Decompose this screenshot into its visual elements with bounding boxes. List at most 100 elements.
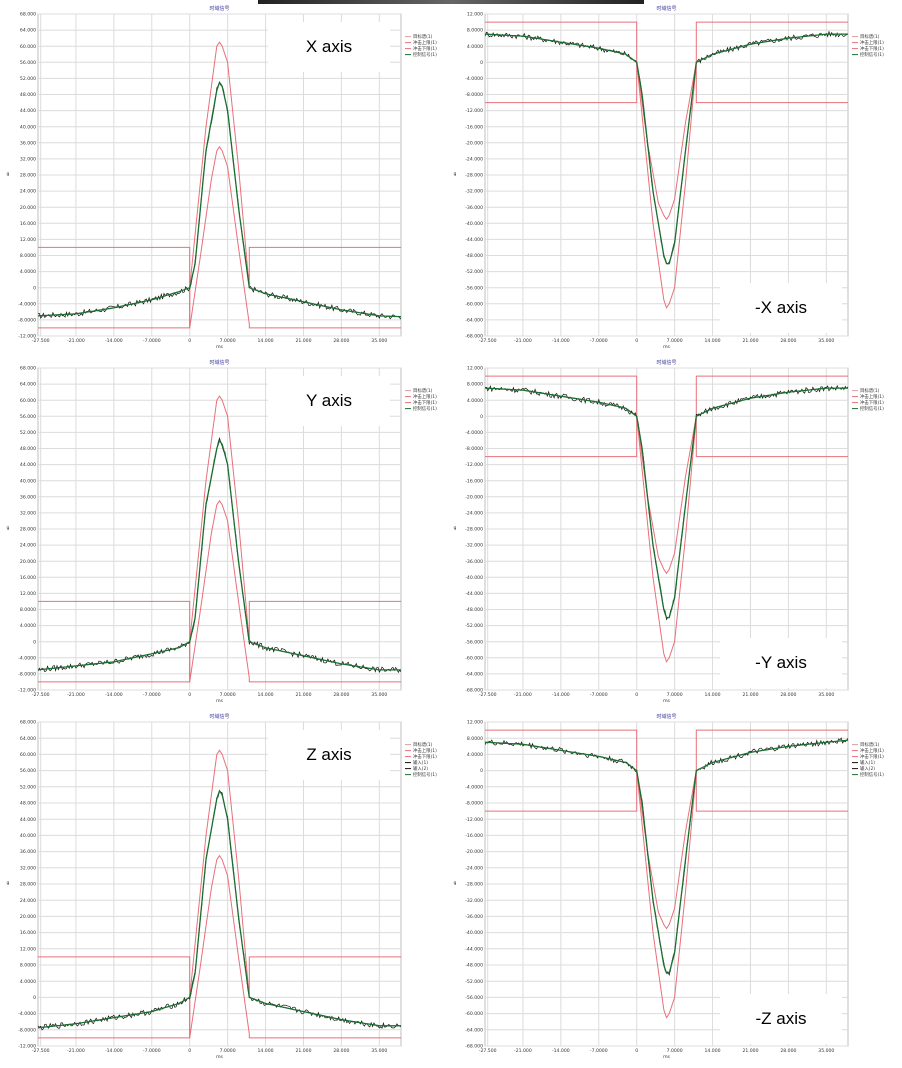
legend-label: 控制信号(1) xyxy=(860,771,884,778)
legend-label: 冲击下限(1) xyxy=(413,45,437,52)
x-tick-label: 7.0000 xyxy=(220,692,236,698)
y-tick-label: -68.000 xyxy=(465,1044,483,1050)
x-tick-label: 35.000 xyxy=(818,692,834,698)
x-tick-label: -21.000 xyxy=(67,1048,85,1054)
x-axis-label: ms xyxy=(663,1055,670,1060)
y-tick-label: 52.000 xyxy=(20,430,36,436)
y-tick-label: -4.0000 xyxy=(465,430,483,436)
legend-label: 控制信号(1) xyxy=(860,51,884,58)
axis-label-y: Y axis xyxy=(268,376,390,426)
x-tick-label: -21.000 xyxy=(67,692,85,698)
x-tick-label: -14.000 xyxy=(105,1048,123,1054)
chart-panel-neg-z: 时域信号 12.000 8.0000 4.0000 0 -4.0000 -8.0000 -12… xyxy=(451,712,898,1064)
measured-trace-line xyxy=(38,437,401,674)
lower-limit-line xyxy=(38,854,401,1039)
x-tick-label: 35.000 xyxy=(818,338,834,344)
chart-title: 时域信号 xyxy=(656,5,676,12)
legend-label: 冲击下限(1) xyxy=(413,399,437,406)
legend-label: 冲击下限(1) xyxy=(860,45,884,52)
x-tick-label: 35.000 xyxy=(371,338,387,344)
chart-panel-neg-x: 时域信号 12.000 8.0000 4.0000 0 -4.0000 -8.0000 -12… xyxy=(451,4,898,354)
x-tick-label: -7.0000 xyxy=(590,338,608,344)
legend-label: 目标谱(1) xyxy=(860,741,880,748)
legend-label: 目标谱(1) xyxy=(860,387,880,394)
y-tick-label: 60.000 xyxy=(20,44,36,50)
y-tick-label: -36.000 xyxy=(465,559,483,565)
y-tick-label: -8.0000 xyxy=(18,672,36,678)
y-tick-label: -64.000 xyxy=(465,1027,483,1033)
y-tick-label: -12.000 xyxy=(465,817,483,823)
y-axis-label: g xyxy=(7,526,10,531)
y-tick-label: -4.0000 xyxy=(18,1011,36,1017)
legend-label: 冲击上限(1) xyxy=(413,39,437,46)
x-tick-label: -27.500 xyxy=(479,692,497,698)
y-tick-label: -44.000 xyxy=(465,237,483,243)
x-tick-label: -21.000 xyxy=(67,338,85,344)
y-tick-label: 40.000 xyxy=(20,478,36,484)
y-tick-label: -36.000 xyxy=(465,205,483,211)
y-tick-label: 64.000 xyxy=(20,382,36,388)
legend-label: 控制信号(1) xyxy=(860,405,884,412)
chart-svg: 时域信号 12.000 8.0000 4.0000 0 -4.0000 -8.0000 -12… xyxy=(454,713,885,1060)
legend-label: 冲击下限(1) xyxy=(413,753,437,760)
y-tick-label: 8.0000 xyxy=(467,736,483,742)
y-tick-label: 44.000 xyxy=(20,108,36,114)
y-tick-label: 12.000 xyxy=(467,12,483,18)
y-tick-label: -56.000 xyxy=(465,995,483,1001)
x-tick-label: -27.500 xyxy=(479,338,497,344)
y-axis-label: g xyxy=(454,172,457,177)
y-tick-label: 0 xyxy=(33,995,36,1001)
y-tick-label: 8.0000 xyxy=(467,28,483,34)
legend-label: 目标谱(1) xyxy=(413,387,433,394)
y-tick-label: 48.000 xyxy=(20,92,36,98)
x-tick-label: 35.000 xyxy=(371,692,387,698)
y-tick-label: 28.000 xyxy=(20,173,36,179)
x-tick-label: -14.000 xyxy=(552,338,570,344)
x-axis-label: ms xyxy=(663,345,670,350)
x-tick-label: 0 xyxy=(188,692,191,698)
y-tick-label: 8.0000 xyxy=(20,253,36,259)
y-tick-label: -48.000 xyxy=(465,607,483,613)
y-tick-label: -8.0000 xyxy=(465,801,483,807)
y-tick-label: 4.0000 xyxy=(20,979,36,985)
gridlines xyxy=(38,367,401,691)
y-tick-label: 8.0000 xyxy=(467,382,483,388)
axis-label-neg-y: -Y axis xyxy=(720,638,842,688)
legend-label: 输入(2) xyxy=(860,765,875,772)
x-tick-label: 7.0000 xyxy=(220,1048,236,1054)
y-tick-label: -56.000 xyxy=(465,639,483,645)
y-tick-label: -36.000 xyxy=(465,914,483,920)
x-tick-label: -14.000 xyxy=(552,692,570,698)
x-tick-label: 28.000 xyxy=(780,338,796,344)
y-tick-label: -28.000 xyxy=(465,882,483,888)
x-axis-label: ms xyxy=(216,1055,223,1060)
y-tick-label: -44.000 xyxy=(465,946,483,952)
y-tick-label: 12.000 xyxy=(20,237,36,243)
y-tick-label: -68.000 xyxy=(465,334,483,340)
y-axis-label: g xyxy=(454,881,457,886)
legend-label: 目标谱(1) xyxy=(413,33,433,40)
y-tick-label: 56.000 xyxy=(20,768,36,774)
top-decorative-bar xyxy=(258,0,644,6)
x-tick-label: -14.000 xyxy=(552,1048,570,1054)
y-tick-label: -24.000 xyxy=(465,865,483,871)
y-tick-label: 32.000 xyxy=(20,511,36,517)
legend-label: 冲击下限(1) xyxy=(860,753,884,760)
legend-label: 输入(2) xyxy=(413,765,428,772)
gridlines xyxy=(485,721,848,1047)
y-tick-label: -28.000 xyxy=(465,527,483,533)
x-tick-label: 28.000 xyxy=(780,692,796,698)
x-tick-label: 28.000 xyxy=(333,692,349,698)
control-signal-line xyxy=(38,80,401,318)
y-tick-label: 0 xyxy=(480,60,483,66)
legend: 目标谱(1)冲击上限(1)冲击下限(1)输入(1)输入(2)控制信号(1) xyxy=(405,741,437,778)
y-tick-label: 48.000 xyxy=(20,801,36,807)
lower-limit-line xyxy=(38,499,401,683)
y-tick-label: 8.0000 xyxy=(20,607,36,613)
y-tick-label: 0 xyxy=(480,414,483,420)
chart-svg: 时域信号 12.000 8.0000 4.0000 0 -4.0000 -8.0000 -12… xyxy=(454,5,885,350)
axis-label-neg-x: -X axis xyxy=(720,283,842,333)
y-tick-label: 56.000 xyxy=(20,414,36,420)
y-tick-label: -32.000 xyxy=(465,543,483,549)
x-tick-label: 28.000 xyxy=(333,338,349,344)
